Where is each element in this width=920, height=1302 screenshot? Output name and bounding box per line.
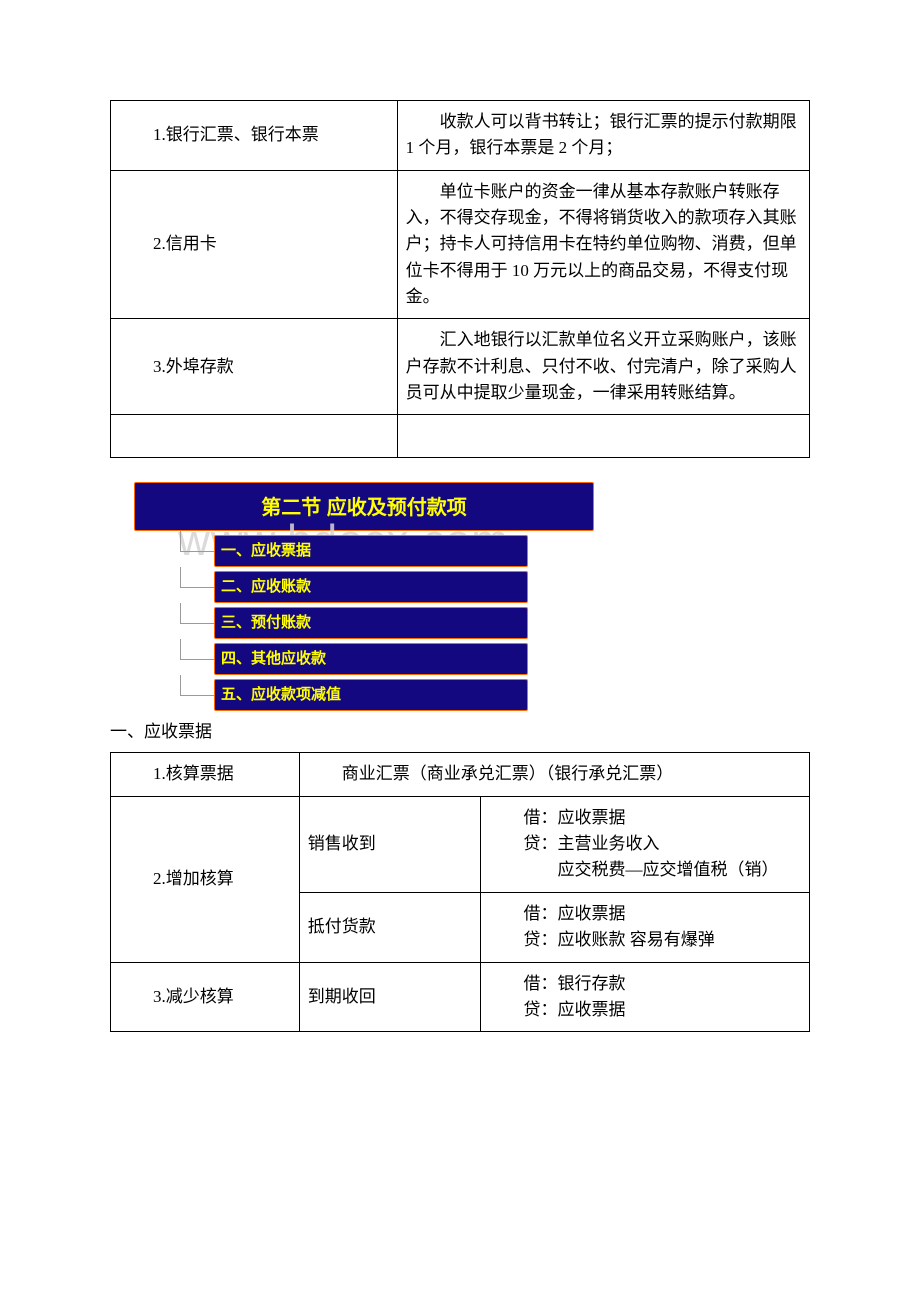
- row-label: 2.增加核算: [111, 796, 300, 962]
- journal-entry: 借：银行存款贷：应收票据: [481, 962, 810, 1032]
- row-desc: 收款人可以背书转让；银行汇票的提示付款期限 1 个月，银行本票是 2 个月；: [397, 101, 809, 171]
- row-label: 1.银行汇票、银行本票: [111, 101, 398, 171]
- outline-label: 三、预付账款: [214, 607, 528, 639]
- table-row: [111, 415, 810, 458]
- table-row: 1.核算票据 商业汇票（商业承兑汇票）（银行承兑汇票）: [111, 753, 810, 796]
- table-row: 2.信用卡 单位卡账户的资金一律从基本存款账户转账存入，不得交存现金，不得将销货…: [111, 170, 810, 319]
- journal-entry: 借：应收票据贷：应收账款 容易有爆弹: [481, 892, 810, 962]
- outline-item: 二、应收账款: [214, 571, 594, 605]
- outline-item: 一、应收票据: [214, 535, 594, 569]
- row-label: 3.外埠存款: [111, 319, 398, 415]
- sub-label: 到期收回: [299, 962, 481, 1032]
- row-label: 2.信用卡: [111, 170, 398, 319]
- outline-item: 三、预付账款: [214, 607, 594, 641]
- table-row: 3.减少核算 到期收回 借：银行存款贷：应收票据: [111, 962, 810, 1032]
- notes-receivable-table: 1.核算票据 商业汇票（商业承兑汇票）（银行承兑汇票） 2.增加核算 销售收到 …: [110, 752, 810, 1032]
- table-row: 1.银行汇票、银行本票 收款人可以背书转让；银行汇票的提示付款期限 1 个月，银…: [111, 101, 810, 171]
- section-title: 第二节 应收及预付款项: [134, 482, 594, 531]
- subheading: 一、应收票据: [110, 717, 810, 742]
- table-row: 3.外埠存款 汇入地银行以汇款单位名义开立采购账户，该账户存款不计利息、只付不收…: [111, 319, 810, 415]
- outline-label: 四、其他应收款: [214, 643, 528, 675]
- row-label: 1.核算票据: [111, 753, 300, 796]
- sub-label: 抵付货款: [299, 892, 481, 962]
- journal-entry: 借：应收票据贷：主营业务收入应交税费—应交增值税（销）: [481, 796, 810, 892]
- outline-label: 一、应收票据: [214, 535, 528, 567]
- sub-label: 销售收到: [299, 796, 481, 892]
- outline-item: 四、其他应收款: [214, 643, 594, 677]
- row-desc: 单位卡账户的资金一律从基本存款账户转账存入，不得交存现金，不得将销货收入的款项存…: [397, 170, 809, 319]
- row-desc: 汇入地银行以汇款单位名义开立采购账户，该账户存款不计利息、只付不收、付完清户，除…: [397, 319, 809, 415]
- row-label: 3.减少核算: [111, 962, 300, 1032]
- outline-label: 二、应收账款: [214, 571, 528, 603]
- outline-label: 五、应收款项减值: [214, 679, 528, 711]
- outline-item: 五、应收款项减值: [214, 679, 594, 713]
- row-desc: 商业汇票（商业承兑汇票）（银行承兑汇票）: [299, 753, 809, 796]
- table-row: 2.增加核算 销售收到 借：应收票据贷：主营业务收入应交税费—应交增值税（销）: [111, 796, 810, 892]
- section-outline: 第二节 应收及预付款项 www.bdocx.com 一、应收票据 二、应收账款 …: [134, 482, 594, 713]
- other-monetary-fund-table: 1.银行汇票、银行本票 收款人可以背书转让；银行汇票的提示付款期限 1 个月，银…: [110, 100, 810, 458]
